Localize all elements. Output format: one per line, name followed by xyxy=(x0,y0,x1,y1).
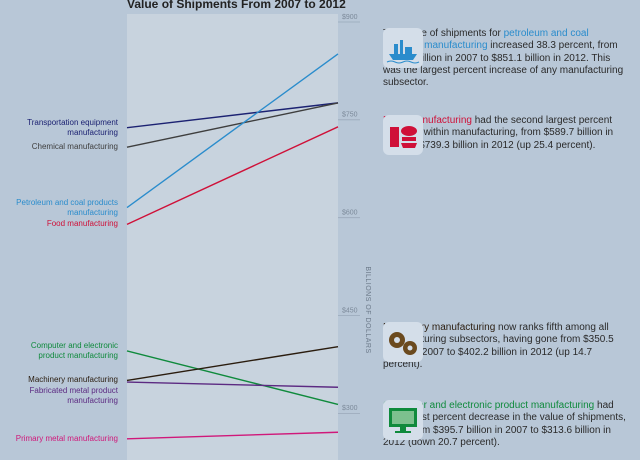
plot-area xyxy=(127,14,338,460)
series-line xyxy=(126,102,339,129)
series-line xyxy=(126,126,339,226)
y-axis-label: BILLIONS OF DOLLARS xyxy=(364,266,371,353)
series-line xyxy=(126,350,339,406)
y-tick-label: $750 xyxy=(342,112,358,119)
annotation: Food manufacturing had the second larges… xyxy=(383,115,629,155)
series-label: Machinery manufacturing xyxy=(28,375,118,385)
annotation-highlight: Computer and electronic product manufact… xyxy=(383,400,595,411)
annotation-text: now ranks fifth among all manufacturing … xyxy=(383,322,614,370)
series-line xyxy=(126,53,339,209)
series-line xyxy=(126,431,339,440)
series-line xyxy=(126,381,339,388)
annotation: Machinery manufacturing now ranks fifth … xyxy=(383,322,629,371)
series-label: Computer and electronic product manufact… xyxy=(30,340,118,360)
series-label: Transportation equipment manufacturing xyxy=(27,117,118,137)
series-label: Petroleum and coal products manufacturin… xyxy=(16,197,118,217)
annotation-text: The value of shipments for xyxy=(383,28,504,39)
icon xyxy=(383,28,423,68)
annotation-highlight: Machinery manufacturing xyxy=(383,322,496,333)
annotation-highlight: Food manufacturing xyxy=(383,115,472,126)
series-label: Primary metal manufacturing xyxy=(15,433,118,443)
annotation: The value of shipments for petroleum and… xyxy=(383,28,629,89)
series-label: Chemical manufacturing xyxy=(31,142,118,152)
y-tick-label: $450 xyxy=(342,307,358,314)
series-line xyxy=(126,102,339,148)
annotation-text: had the largest percent decrease in the … xyxy=(383,400,626,448)
annotation-text: increased 38.3 percent, from $615.5 bill… xyxy=(383,40,624,89)
series-label: Fabricated metal product manufacturing xyxy=(29,386,119,406)
icon xyxy=(383,400,423,440)
chart-title: Value of Shipments From 2007 to 2012 xyxy=(127,0,346,11)
y-tick-label: $900 xyxy=(342,14,358,21)
annotation-text: had the second largest percent increase … xyxy=(383,115,614,151)
y-tick-label: $300 xyxy=(342,405,358,412)
icon xyxy=(383,322,423,362)
y-tick-label: $600 xyxy=(342,210,358,217)
annotation-highlight: petroleum and coal products manufacturin… xyxy=(383,28,589,52)
series-label: Food manufacturing xyxy=(46,219,118,229)
annotation: Computer and electronic product manufact… xyxy=(383,400,629,449)
series-line xyxy=(126,345,339,382)
icon xyxy=(383,115,423,155)
